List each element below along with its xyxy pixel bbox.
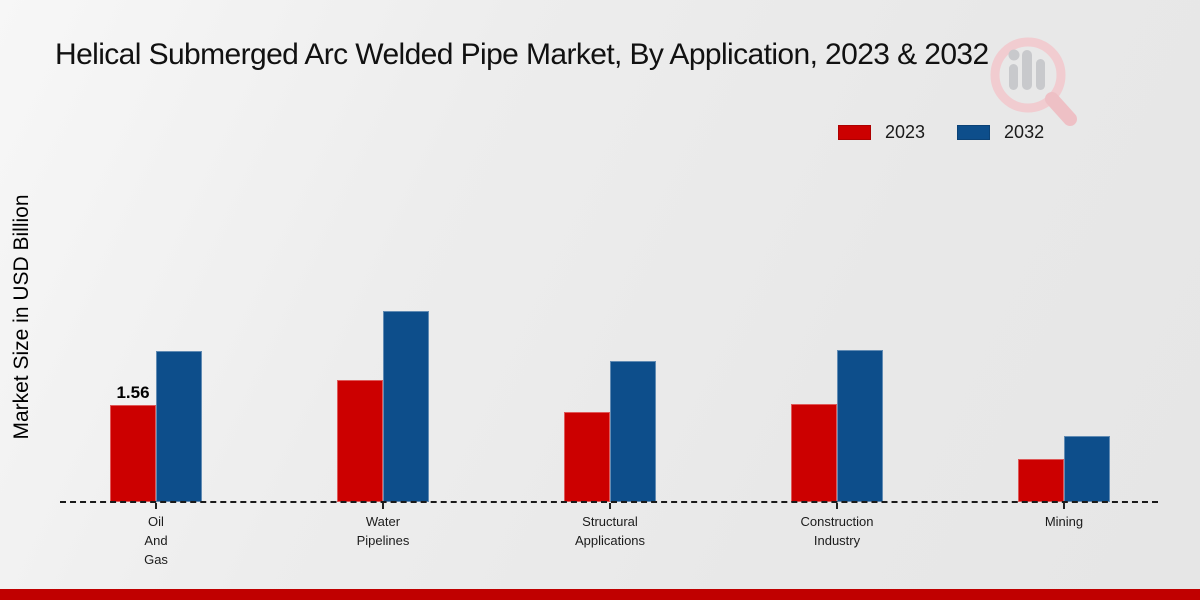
bar-2032-mining	[1064, 436, 1110, 502]
bar-2032-structural-applications	[610, 361, 656, 502]
x-axis-category-label: Water Pipelines	[356, 514, 410, 548]
legend-label-2023: 2023	[885, 122, 926, 142]
bar-value-label: 1.56	[116, 383, 150, 402]
x-axis-tick	[382, 503, 384, 509]
bar-2023-construction-industry	[791, 404, 837, 502]
bar-2023-mining	[1018, 459, 1064, 502]
legend: 2023 2032	[838, 122, 1044, 143]
x-axis-tick	[155, 503, 157, 509]
legend-label-2032: 2032	[1004, 122, 1045, 142]
x-axis-category-label: Structural Applications	[574, 514, 646, 548]
x-axis-category-label: Construction Industry	[800, 514, 874, 548]
chart-title: Helical Submerged Arc Welded Pipe Market…	[55, 38, 989, 71]
bar-2032-construction-industry	[837, 350, 883, 502]
x-axis-tick	[1063, 503, 1065, 509]
bar-2023-structural-applications	[564, 412, 610, 502]
bar-2032-water-pipelines	[383, 311, 429, 502]
footer-accent-bar	[0, 589, 1200, 600]
bar-2023-oil-and-gas	[110, 405, 156, 502]
x-axis-tick	[609, 503, 611, 509]
legend-swatch-2023	[838, 125, 871, 140]
bar-2032-oil-and-gas	[156, 351, 202, 502]
market-research-future-watermark-icon	[990, 37, 1077, 126]
x-axis-baseline	[60, 501, 1158, 503]
bar-2023-water-pipelines	[337, 380, 383, 502]
legend-item-2023: 2023	[838, 122, 925, 143]
legend-item-2032: 2032	[957, 122, 1044, 143]
legend-swatch-2032	[957, 125, 991, 140]
x-axis-category-label: Oil And Gas	[144, 514, 168, 567]
x-axis-tick	[836, 503, 838, 509]
x-axis-category-label: Mining	[1044, 514, 1084, 529]
